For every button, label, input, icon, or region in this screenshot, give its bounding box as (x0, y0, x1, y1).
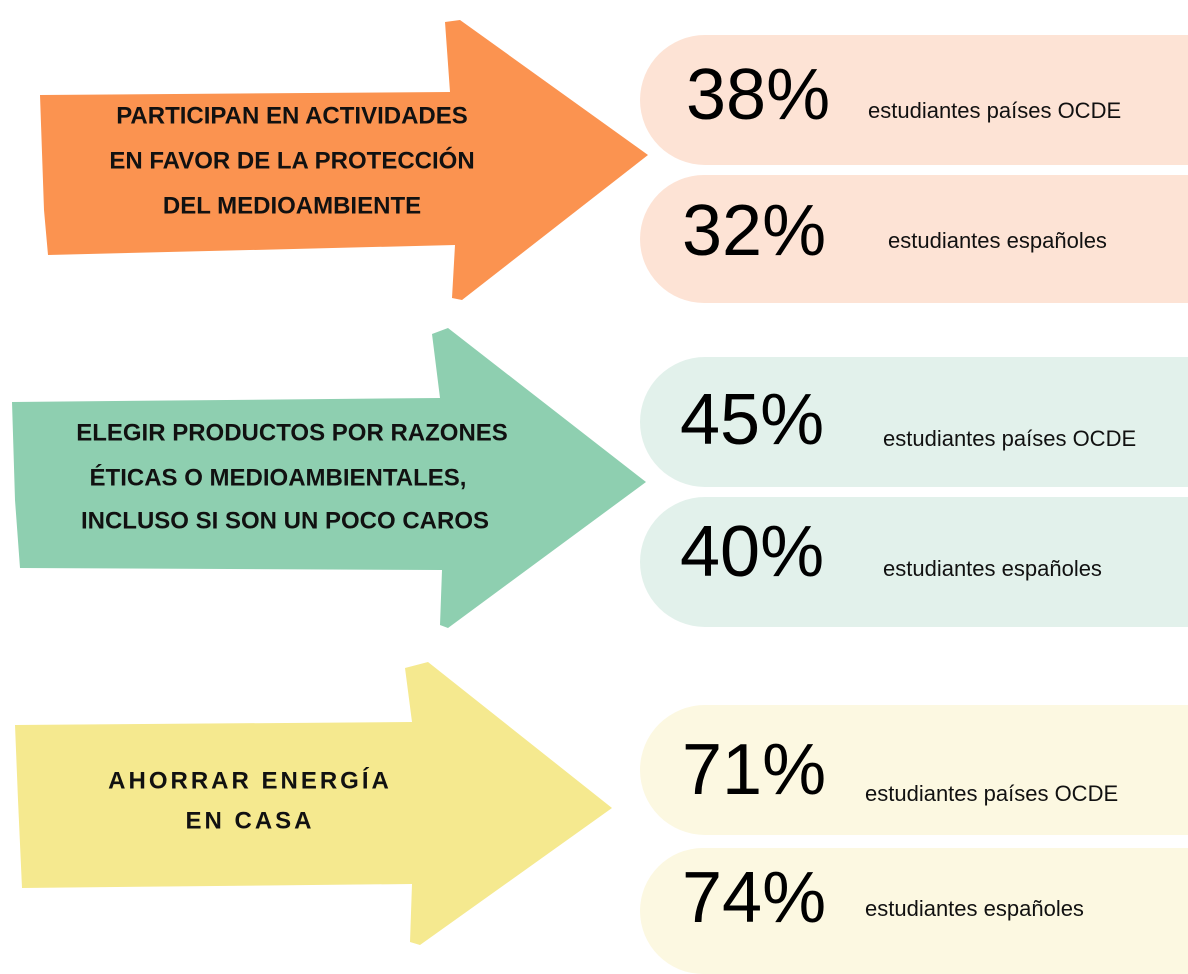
stat-value: 32% (682, 191, 826, 271)
stat-label: estudiantes países OCDE (883, 426, 1136, 451)
stat-value: 71% (682, 730, 826, 810)
group-label-line: PARTICIPAN EN ACTIVIDADES (116, 102, 468, 129)
group-label-line: ELEGIR PRODUCTOS POR RAZONES (76, 419, 508, 446)
group-label-line: DEL MEDIOAMBIENTE (163, 192, 421, 219)
stat-label: estudiantes países OCDE (865, 781, 1118, 806)
group-label-line: EN CASA (185, 807, 314, 834)
stat-value: 74% (682, 858, 826, 938)
arrow (15, 662, 612, 945)
group-label-line: INCLUSO SI SON UN POCO CAROS (81, 507, 489, 534)
infographic: PARTICIPAN EN ACTIVIDADES EN FAVOR DE LA… (0, 0, 1188, 974)
group-3: AHORRAR ENERGÍA EN CASA 71% estudiantes … (15, 662, 1188, 974)
stat-label: estudiantes españoles (865, 896, 1084, 921)
stat-value: 40% (680, 512, 824, 592)
stat-label: estudiantes españoles (883, 556, 1102, 581)
group-label-line: AHORRAR ENERGÍA (108, 766, 392, 794)
group-label-line: EN FAVOR DE LA PROTECCIÓN (109, 146, 474, 174)
group-label-line: ÉTICAS O MEDIOAMBIENTALES, (90, 463, 467, 491)
stat-value: 38% (686, 55, 830, 135)
stat-label: estudiantes españoles (888, 228, 1107, 253)
group-2: ELEGIR PRODUCTOS POR RAZONES ÉTICAS O ME… (12, 328, 1188, 628)
group-1: PARTICIPAN EN ACTIVIDADES EN FAVOR DE LA… (40, 20, 1188, 303)
stat-value: 45% (680, 380, 824, 460)
stat-label: estudiantes países OCDE (868, 98, 1121, 123)
